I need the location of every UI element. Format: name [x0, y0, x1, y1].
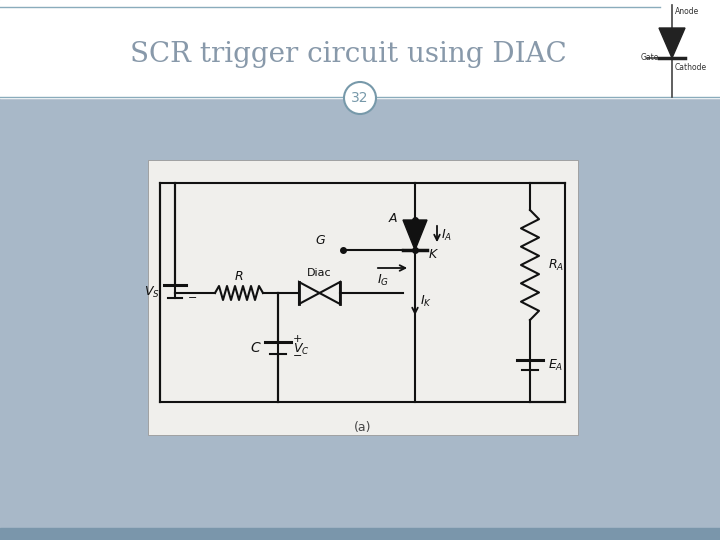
Text: R: R: [235, 271, 243, 284]
Text: $V_S$: $V_S$: [144, 285, 160, 300]
Text: −: −: [293, 350, 302, 361]
Bar: [0, 528, 720, 540]
Text: +: +: [293, 334, 302, 343]
Text: $E_A$: $E_A$: [548, 357, 563, 373]
Polygon shape: [403, 220, 427, 250]
Text: 32: 32: [351, 91, 369, 105]
Text: $R_A$: $R_A$: [548, 258, 564, 273]
Text: $V_C$: $V_C$: [293, 342, 310, 357]
Text: (a): (a): [354, 421, 372, 434]
Text: A: A: [389, 212, 397, 225]
Text: −: −: [188, 293, 197, 302]
Bar: [0, 0, 720, 98]
Bar: [148, 160, 578, 435]
Text: Diac: Diac: [307, 268, 332, 278]
Text: C: C: [251, 341, 260, 354]
Text: $I_A$: $I_A$: [441, 227, 452, 242]
Polygon shape: [659, 28, 685, 58]
Text: $I_K$: $I_K$: [420, 294, 432, 309]
Text: K: K: [429, 247, 437, 260]
Text: $I_G$: $I_G$: [377, 273, 389, 287]
Text: SCR trigger circuit using DIAC: SCR trigger circuit using DIAC: [130, 42, 567, 69]
Text: G: G: [315, 233, 325, 246]
Text: Gate: Gate: [641, 53, 660, 63]
Circle shape: [344, 82, 376, 114]
Text: Cathode: Cathode: [675, 64, 707, 72]
Text: Anode: Anode: [675, 6, 699, 16]
